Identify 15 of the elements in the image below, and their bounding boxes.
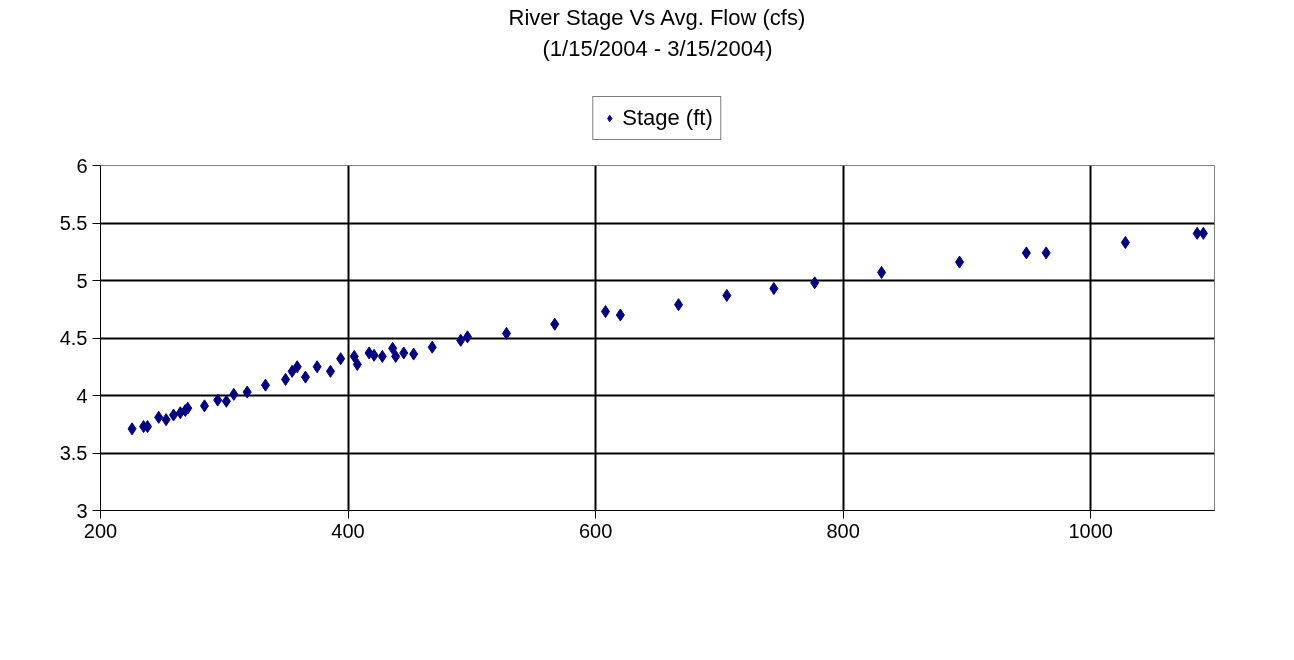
y-tick-label: 3 xyxy=(76,499,88,522)
chart-title: River Stage Vs Avg. Flow (cfs) xyxy=(508,4,806,30)
y-tick-label: 4.5 xyxy=(59,327,88,349)
y-tick-label: 4 xyxy=(76,384,88,407)
y-tick-label: 6 xyxy=(76,154,88,177)
x-tick-label: 1000 xyxy=(1068,519,1113,542)
x-tick-label: 200 xyxy=(83,519,118,542)
y-tick-label: 5.5 xyxy=(59,212,88,234)
x-tick-label: 600 xyxy=(578,519,613,542)
legend-label: Stage (ft) xyxy=(622,105,713,131)
x-tick-label: 800 xyxy=(826,519,860,542)
x-tick-label: 400 xyxy=(331,519,365,542)
y-tick-label: 3.5 xyxy=(59,442,88,464)
y-tick-label: 5 xyxy=(76,269,88,292)
chart-subtitle: (1/15/2004 - 3/15/2004) xyxy=(542,35,773,61)
